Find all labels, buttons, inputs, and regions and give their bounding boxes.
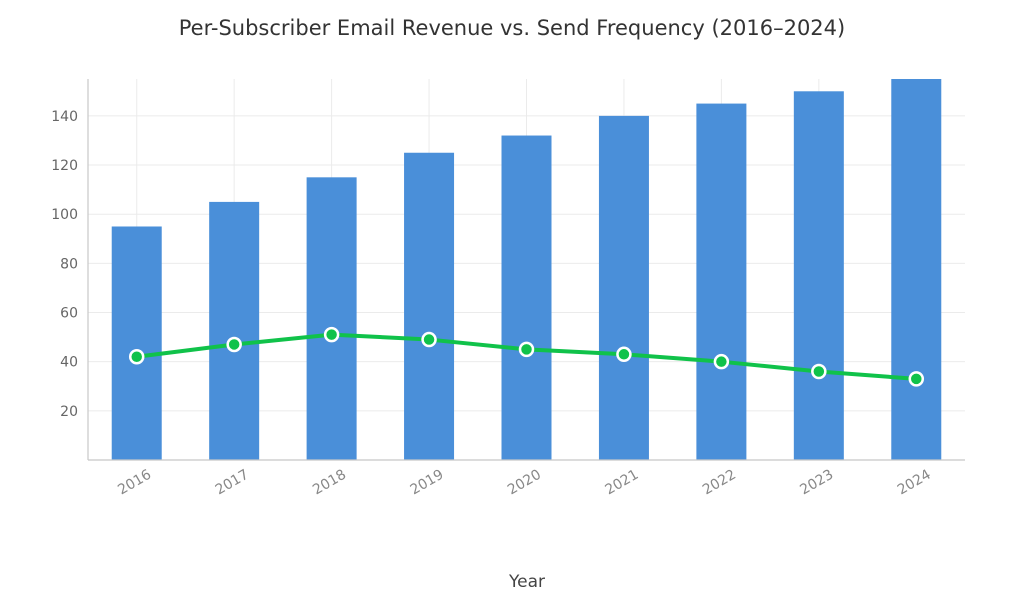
bar <box>598 115 649 460</box>
x-tick-label: 2016 <box>115 467 154 499</box>
y-tick-label: 40 <box>60 355 78 371</box>
line-point <box>128 349 145 365</box>
x-tick-label: 2023 <box>797 467 836 499</box>
x-tick-label: 2021 <box>603 467 642 499</box>
x-tick-label: 2022 <box>700 467 739 499</box>
bar <box>696 103 747 461</box>
line-point <box>518 341 535 358</box>
y-tick-label: 60 <box>60 306 78 322</box>
x-axis-label: Year <box>509 572 545 592</box>
line-point <box>811 363 827 380</box>
y-tick-label: 120 <box>51 158 78 174</box>
bar-series <box>111 79 942 461</box>
line-point <box>616 346 632 363</box>
bar <box>111 226 162 460</box>
bar <box>501 135 552 461</box>
bar <box>404 152 455 460</box>
x-tick-labels: 2016 2017 2018 2019 2020 2021 2022 2023 2024 <box>115 467 933 499</box>
line-series <box>128 326 925 387</box>
chart-title: Per-Subscriber Email Revenue vs. Send Fr… <box>178 16 846 40</box>
x-tick-label: 2024 <box>895 467 934 499</box>
line-point <box>908 371 925 387</box>
bar <box>209 201 260 460</box>
y-tick-label: 80 <box>60 256 78 272</box>
y-tick-label: 140 <box>51 109 78 125</box>
x-tick-label: 2017 <box>213 467 252 499</box>
x-tick-label: 2018 <box>310 467 349 499</box>
line-point <box>421 331 437 348</box>
line-point <box>713 353 730 370</box>
axes <box>87 79 965 461</box>
x-tick-label: 2019 <box>408 467 447 499</box>
y-tick-label: 100 <box>51 207 78 223</box>
line-point <box>226 336 242 353</box>
line-point <box>323 326 340 343</box>
bar <box>891 79 942 460</box>
bar <box>306 177 357 461</box>
bar <box>793 91 844 461</box>
y-tick-label: 20 <box>60 404 78 420</box>
y-tick-labels: 20 40 60 80 100 120 140 <box>51 109 78 420</box>
x-tick-label: 2020 <box>505 467 544 499</box>
